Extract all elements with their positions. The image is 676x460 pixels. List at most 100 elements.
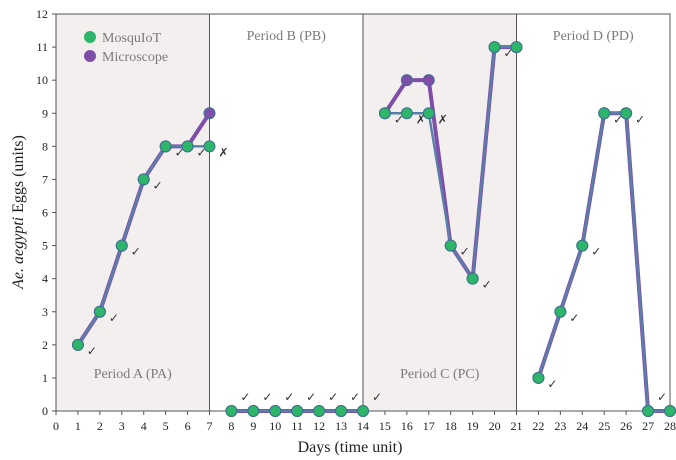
point-mosquiot-day-14 [357,405,369,417]
x-tick-label-6: 6 [185,419,191,433]
x-tick-label-8: 8 [228,419,234,433]
x-tick-label-18: 18 [445,419,457,433]
y-tick-label-5: 5 [42,239,48,253]
point-mosquiot-day-8 [225,405,238,417]
x-tick-label-22: 22 [532,419,544,433]
check-icon-day-18: ✓ [460,245,470,259]
check-icon-day-24: ✓ [591,245,601,259]
check-icon-day-1: ✓ [87,344,97,358]
x-tick-label-27: 27 [642,419,654,433]
y-axis-title-rest: Eggs (units) [10,135,27,217]
y-axis-title-italic: Ae. aegypti [10,217,27,290]
x-tick-label-17: 17 [423,419,435,433]
x-tick-label-15: 15 [379,419,391,433]
check-icon-day-4: ✓ [153,178,163,192]
point-microscope-day-7 [203,107,216,120]
x-tick-label-0: 0 [53,419,59,433]
period-label-2: Period C (PC) [400,367,480,382]
point-mosquiot-day-23 [554,305,567,318]
point-mosquiot-day-15 [378,107,391,120]
check-icon-day-22: ✓ [547,377,557,391]
check-icon-day-8: ✓ [240,390,250,404]
period-label-3: Period D (PD) [553,29,634,44]
x-tick-label-28: 28 [664,419,676,433]
cross-icon-day-16: ✗ [416,112,426,126]
x-tick-label-26: 26 [620,419,632,433]
point-mosquiot-day-4 [137,173,150,186]
check-icon-day-10: ✓ [284,390,294,404]
point-mosquiot-day-3 [115,239,128,252]
check-icon-day-9: ✓ [262,390,272,404]
series-points [71,41,676,417]
legend-label-mosquiot: MosquIoT [102,31,162,46]
check-icon-day-26: ✓ [635,112,645,126]
x-tick-label-19: 19 [467,419,479,433]
check-icon-day-13: ✓ [350,390,360,404]
check-icon-day-11: ✓ [306,390,316,404]
y-tick-label-3: 3 [42,305,48,319]
x-tick-label-21: 21 [511,419,523,433]
x-tick-label-23: 23 [554,419,566,433]
x-tick-label-4: 4 [141,419,147,433]
period-backgrounds: Period A (PA) Period B (PB) Period C (PC) P… [55,13,671,412]
check-icon-day-5: ✓ [175,145,185,159]
check-icon-day-19: ✓ [482,278,492,292]
x-tick-label-2: 2 [97,419,103,433]
point-mosquiot-day-2 [93,305,106,318]
check-icon-day-15: ✓ [394,112,404,126]
point-mosquiot-day-5 [159,140,172,153]
cross-icon-day-17: ✗ [438,112,448,126]
y-tick-label-1: 1 [42,371,48,385]
check-icon-day-6: ✓ [197,145,207,159]
check-icon-day-27: ✓ [657,390,667,404]
legend-marker-mosquiot [84,31,96,43]
point-mosquiot-day-17 [422,107,435,120]
y-tick-label-7: 7 [42,172,48,186]
match-marks: ✓✓✓✓✓✓✗✓✓✓✓✓✓✓✓✗✗✓✓✓✓✓✓✓✓✓✓ [87,46,667,404]
y-axis-title: Ae. aegypti Eggs (units) [10,135,27,290]
legend-label-microscope: Microscope [102,50,168,65]
y-tick-label-8: 8 [42,139,48,153]
y-tick-label-9: 9 [42,106,48,120]
x-tick-label-13: 13 [335,419,347,433]
legend-marker-microscope [84,50,96,62]
point-mosquiot-day-26 [620,107,633,120]
x-tick-label-25: 25 [598,419,610,433]
period-panel-3 [516,13,671,412]
y-tick-label-4: 4 [42,272,48,286]
x-tick-label-24: 24 [576,419,588,433]
legend: MosquIoT Microscope [84,31,168,65]
x-tick-label-12: 12 [313,419,325,433]
x-tick-label-11: 11 [291,419,303,433]
period-label-0: Period A (PA) [94,367,172,382]
point-mosquiot-day-18 [444,239,457,252]
x-tick-label-14: 14 [357,419,369,433]
point-mosquiot-day-19 [466,272,479,285]
point-mosquiot-day-16 [400,107,413,120]
y-tick-label-10: 10 [36,73,48,87]
x-tick-label-3: 3 [119,419,125,433]
x-tick-label-16: 16 [401,419,413,433]
x-tick-label-7: 7 [207,419,213,433]
point-mosquiot-day-12 [313,405,326,417]
y-tick-label-0: 0 [42,404,48,418]
point-mosquiot-day-6 [181,140,194,153]
point-mosquiot-day-24 [576,239,589,252]
cross-icon-day-7: ✗ [218,145,228,159]
point-mosquiot-day-9 [247,405,260,417]
point-mosquiot-day-20 [488,41,501,54]
x-tick-label-5: 5 [163,419,169,433]
period-label-1: Period B (PB) [247,29,327,44]
y-tick-label-11: 11 [36,40,48,54]
check-icon-day-2: ✓ [109,311,119,325]
point-microscope-day-16 [400,74,413,87]
period-panel-1 [209,13,364,412]
point-mosquiot-day-11 [291,405,304,417]
x-tick-label-1: 1 [75,419,81,433]
check-icon-day-3: ✓ [131,245,141,259]
point-mosquiot-day-1 [71,338,84,351]
x-tick-label-10: 10 [269,419,281,433]
x-tick-label-20: 20 [489,419,501,433]
y-tick-label-2: 2 [42,338,48,352]
